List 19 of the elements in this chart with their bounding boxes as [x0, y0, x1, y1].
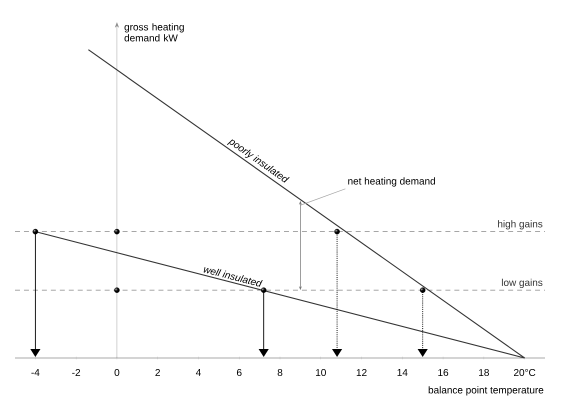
x-tick-label: 20°C [514, 368, 536, 376]
x-tick-label: 14 [398, 368, 408, 376]
text: well insulated [204, 267, 263, 287]
x-tick-label: 12 [356, 368, 367, 376]
x-tick-label: 6 [236, 368, 242, 376]
x-tick-label: 16 [438, 368, 448, 376]
x-tick-label: 2 [155, 368, 160, 376]
x-axis-title: balance point temperature [428, 386, 544, 396]
x-tick-label: -4 [31, 368, 40, 376]
x-tick-label: 8 [278, 368, 282, 376]
annotation: net heating demand [348, 177, 435, 187]
ref-line-label: low gains [502, 278, 542, 288]
x-tick-label: 0 [114, 368, 120, 376]
x-tick-label: 10 [316, 368, 326, 376]
y-axis-title: gross heating demand kW [124, 23, 184, 42]
x-tick-label: 18 [479, 368, 489, 376]
x-tick-label: 4 [196, 368, 201, 376]
ref-line-label: high gains [498, 220, 542, 230]
x-tick-label: -2 [72, 368, 80, 376]
